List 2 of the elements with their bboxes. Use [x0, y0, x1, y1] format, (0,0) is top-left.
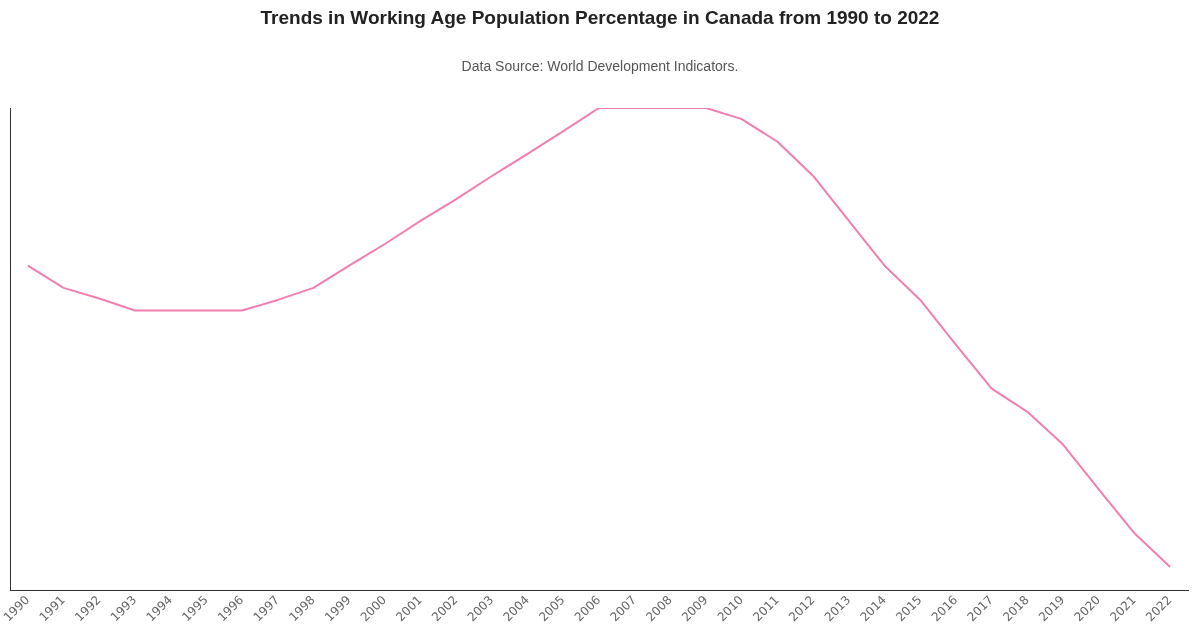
source-note: Data Source: World Development Indicators.: [460, 58, 740, 74]
chart-title: Trends in Working Age Population Percentage in Canada from 1990 to 2022: [259, 6, 941, 30]
